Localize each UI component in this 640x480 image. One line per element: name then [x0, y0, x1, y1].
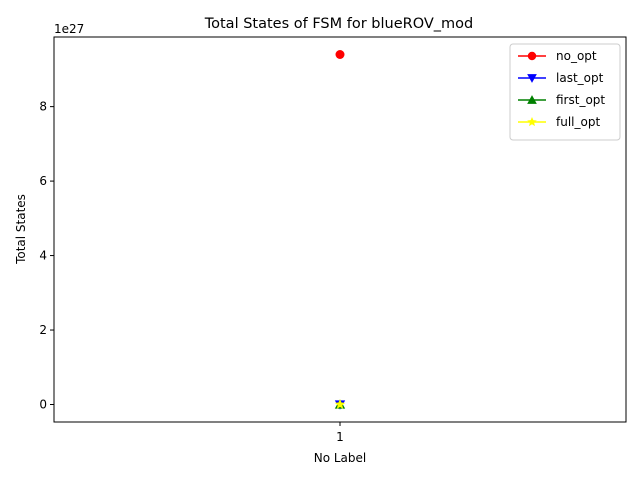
y-tick-label: 4 [39, 249, 47, 263]
chart-title: Total States of FSM for blueROV_mod [204, 16, 474, 32]
series-layer [334, 50, 346, 410]
legend-item-first_opt: first_opt [518, 93, 605, 107]
y-axis: 0 2 4 6 8 [39, 100, 54, 412]
legend-label: last_opt [556, 71, 604, 85]
legend: no_opt last_opt first_opt full_opt [509, 43, 621, 141]
legend-label: full_opt [556, 115, 600, 129]
legend-marker [527, 74, 537, 83]
legend-marker [527, 51, 537, 61]
series-full_opt [334, 399, 346, 409]
legend-marker [527, 116, 537, 127]
x-tick-label: 1 [336, 430, 344, 444]
legend-item-last_opt: last_opt [518, 71, 604, 85]
x-axis-label: No Label [314, 451, 367, 465]
legend-label: first_opt [556, 93, 605, 107]
legend-frame [509, 43, 621, 141]
y-offset-text: 1e27 [54, 22, 84, 36]
y-tick-label: 0 [39, 398, 47, 412]
data-point-no_opt [335, 50, 345, 59]
legend-item-no_opt: no_opt [518, 49, 597, 63]
y-tick-label: 8 [39, 100, 47, 114]
series-no_opt [335, 50, 345, 59]
legend-item-full_opt: full_opt [518, 115, 600, 129]
y-axis-label: Total States [14, 194, 28, 265]
legend-label: no_opt [556, 49, 597, 63]
y-tick-label: 2 [39, 323, 47, 337]
y-tick-label: 6 [39, 174, 47, 188]
data-point-full_opt [334, 399, 346, 409]
x-axis: 1 [336, 422, 344, 444]
legend-marker [527, 95, 537, 104]
